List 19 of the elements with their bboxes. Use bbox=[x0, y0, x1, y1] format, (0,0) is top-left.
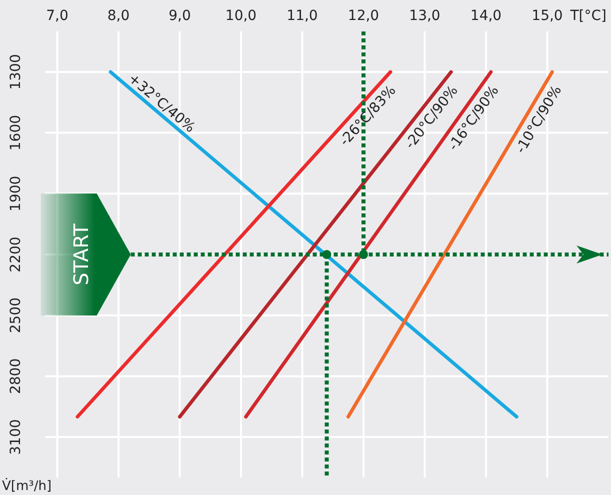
annotation: START bbox=[68, 222, 93, 286]
x-axis-title: T[°C] bbox=[569, 8, 606, 24]
y-tick-label: 1900 bbox=[8, 176, 24, 212]
y-tick-label: 3100 bbox=[8, 419, 24, 455]
x-tick-label: 12,0 bbox=[348, 8, 380, 24]
x-tick-label: 8,0 bbox=[107, 8, 130, 24]
y-tick-label: 1600 bbox=[8, 114, 24, 151]
x-tick-label: 11,0 bbox=[286, 8, 318, 24]
y-tick-label: 2200 bbox=[8, 236, 24, 272]
x-tick-label: 7,0 bbox=[46, 8, 68, 24]
y-axis-title: V̇[m³/h] bbox=[2, 478, 52, 494]
x-tick-label: 10,0 bbox=[225, 8, 257, 24]
x-tick-label: 14,0 bbox=[470, 8, 502, 24]
x-tick-label: 9,0 bbox=[168, 8, 191, 24]
y-tick-label: 2800 bbox=[8, 358, 24, 394]
y-tick-label: 2500 bbox=[8, 298, 24, 334]
y-tick-label: 1300 bbox=[8, 54, 24, 90]
x-tick-label: 13,0 bbox=[409, 8, 440, 24]
x-tick-label: 15,0 bbox=[532, 8, 563, 24]
